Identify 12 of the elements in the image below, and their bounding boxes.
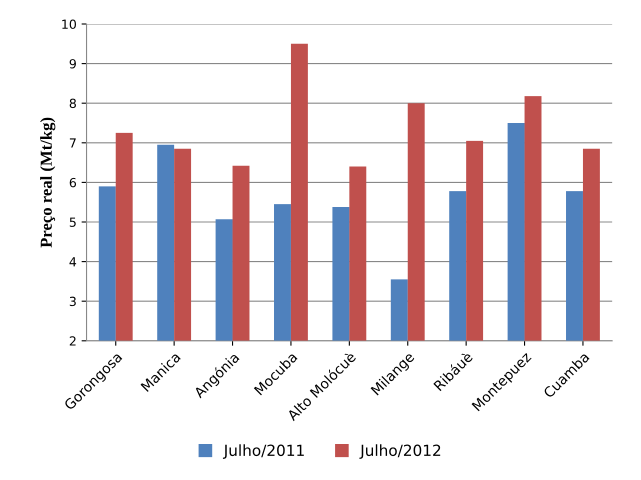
y-tick-label: 10: [62, 19, 76, 29]
y-tick-label: 7: [70, 138, 76, 148]
y-tick-label: 8: [70, 98, 76, 108]
y-tick-label: 9: [70, 59, 76, 69]
y-tick-label: 4: [69, 257, 76, 266]
legend-label: Julho/2012: [359, 444, 440, 459]
y-tick-label: 5: [70, 218, 76, 227]
y-axis-title: Preço real (Mt/kg): [40, 118, 56, 248]
legend-label: Julho/2011: [222, 444, 304, 459]
y-tick-label: 6: [70, 178, 76, 188]
y-tick-label: 3: [70, 296, 76, 306]
y-tick-label: 2: [70, 336, 76, 346]
